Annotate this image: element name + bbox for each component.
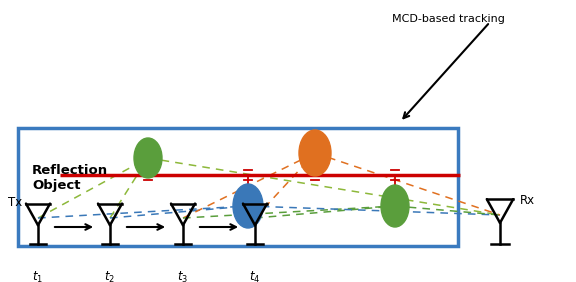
Text: Rx: Rx	[520, 193, 535, 206]
Ellipse shape	[233, 184, 263, 228]
Text: $t_3$: $t_3$	[177, 270, 188, 282]
Text: $t_2$: $t_2$	[104, 270, 116, 282]
Ellipse shape	[299, 130, 331, 176]
Ellipse shape	[134, 138, 162, 178]
Text: Tx: Tx	[8, 195, 22, 208]
FancyBboxPatch shape	[18, 128, 458, 246]
Text: $t_1$: $t_1$	[32, 270, 44, 282]
Text: MCD-based tracking: MCD-based tracking	[392, 14, 505, 24]
Ellipse shape	[381, 185, 409, 227]
Text: Reflection
Object: Reflection Object	[32, 164, 108, 192]
Text: $t_4$: $t_4$	[249, 270, 261, 282]
